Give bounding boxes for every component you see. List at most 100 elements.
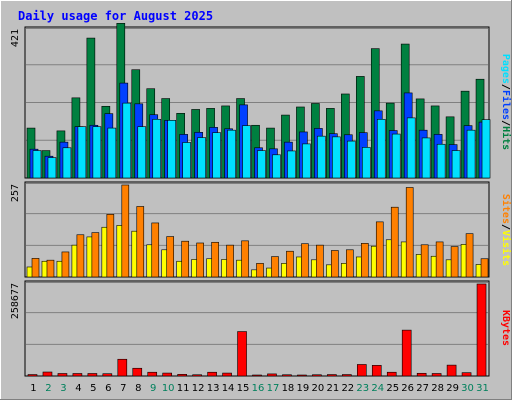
- bar-pages-day-31: [481, 119, 491, 179]
- bar-sites-day-1: [31, 258, 40, 278]
- bar-kbytes-day-2: [42, 371, 53, 377]
- hits-files-pages-panel: 421 Pages/Files/Hits: [10, 23, 512, 179]
- x-tick-label-day-7: 7: [120, 383, 126, 394]
- bar-kbytes-day-22: [342, 374, 352, 377]
- bar-sites-day-31: [480, 258, 489, 278]
- bar-kbytes-day-3: [57, 373, 68, 377]
- bar-sites-day-3: [61, 251, 70, 278]
- bar-kbytes-day-18: [282, 374, 292, 377]
- bar-sites-day-9: [151, 222, 160, 278]
- kbytes-plot-area: [24, 280, 490, 377]
- bar-kbytes-day-9: [147, 371, 158, 377]
- bar-sites-day-27: [420, 244, 429, 278]
- bar-sites-day-23: [360, 243, 369, 278]
- bar-kbytes-day-16: [252, 374, 262, 377]
- bar-pages-day-17: [272, 154, 281, 179]
- bar-kbytes-day-24: [371, 365, 382, 377]
- visits-sites-legend: Sites/Visits: [500, 194, 512, 266]
- bar-kbytes-day-21: [327, 374, 337, 377]
- kbytes-panel: 258677 KBytes: [10, 280, 511, 377]
- bar-pages-day-8: [137, 126, 147, 179]
- x-tick-label-day-17: 17: [267, 383, 280, 394]
- bar-kbytes-day-27: [416, 372, 427, 377]
- x-tick-label-day-14: 14: [222, 383, 235, 394]
- bar-sites-day-26: [405, 187, 414, 278]
- x-tick-label-day-26: 26: [401, 383, 414, 394]
- x-tick-label-day-5: 5: [90, 383, 96, 394]
- bar-sites-day-5: [91, 232, 100, 278]
- bar-pages-day-22: [347, 140, 356, 179]
- bar-kbytes-day-11: [177, 374, 187, 377]
- visits-sites-panel: 257 Sites/Visits: [10, 181, 512, 278]
- x-tick-label-day-15: 15: [237, 383, 250, 394]
- bar-pages-day-12: [197, 137, 206, 179]
- bar-pages-day-7: [122, 102, 132, 179]
- visits-sites-ymax-label: 257: [10, 184, 21, 202]
- bar-sites-day-19: [301, 243, 309, 278]
- x-tick-label-day-21: 21: [326, 383, 339, 394]
- bar-pages-day-25: [391, 133, 401, 179]
- x-tick-label-day-27: 27: [416, 383, 429, 394]
- bar-pages-day-10: [167, 120, 177, 179]
- bar-pages-day-11: [182, 142, 191, 179]
- bar-pages-day-16: [257, 150, 266, 179]
- bar-kbytes-day-23: [356, 364, 367, 377]
- bar-kbytes-day-4: [72, 373, 83, 377]
- x-tick-label-day-3: 3: [60, 383, 66, 394]
- bar-pages-day-27: [421, 137, 431, 179]
- x-tick-label-day-24: 24: [371, 383, 384, 394]
- bar-pages-day-13: [212, 132, 221, 179]
- bar-sites-day-29: [450, 246, 459, 278]
- bar-kbytes-day-15: [237, 331, 247, 377]
- bar-kbytes-day-8: [132, 367, 143, 377]
- hits-files-pages-ymax-label: 421: [10, 29, 21, 47]
- x-tick-label-day-23: 23: [356, 383, 369, 394]
- x-tick-label-day-2: 2: [45, 383, 51, 394]
- bar-sites-day-6: [106, 214, 115, 278]
- x-tick-label-day-19: 19: [297, 383, 310, 394]
- x-tick-label-day-31: 31: [476, 383, 489, 394]
- bar-pages-day-2: [47, 157, 57, 179]
- bar-sites-day-30: [465, 233, 474, 278]
- bar-sites-day-15: [241, 240, 249, 278]
- x-tick-label-day-12: 12: [192, 383, 205, 394]
- bar-pages-day-18: [287, 150, 296, 179]
- bar-sites-day-22: [346, 249, 354, 278]
- bar-sites-day-14: [226, 244, 234, 278]
- bar-sites-day-7: [121, 184, 130, 278]
- bar-sites-day-17: [271, 256, 279, 278]
- bar-sites-day-21: [331, 250, 339, 278]
- bar-sites-day-11: [181, 240, 189, 278]
- x-tick-label-day-4: 4: [75, 383, 81, 394]
- bar-kbytes-day-30: [461, 372, 472, 377]
- bar-kbytes-day-12: [192, 374, 202, 377]
- bar-kbytes-day-10: [162, 372, 173, 377]
- bar-pages-day-19: [302, 143, 311, 179]
- chart-title: Daily usage for August 2025: [18, 9, 213, 23]
- bar-pages-day-29: [451, 150, 461, 179]
- x-tick-label-day-9: 9: [150, 383, 156, 394]
- bar-pages-day-24: [376, 118, 386, 179]
- bar-sites-day-8: [136, 206, 145, 278]
- bar-sites-day-18: [286, 250, 294, 278]
- bar-kbytes-day-28: [431, 373, 442, 377]
- bar-kbytes-day-6: [102, 373, 113, 377]
- x-tick-label-day-29: 29: [446, 383, 459, 394]
- bar-sites-day-16: [256, 263, 264, 278]
- bar-pages-day-30: [466, 129, 476, 179]
- bar-pages-day-28: [436, 143, 446, 179]
- bar-sites-day-25: [390, 206, 399, 278]
- bar-kbytes-day-25: [386, 371, 397, 377]
- bar-pages-day-23: [361, 147, 371, 179]
- bar-pages-day-5: [92, 126, 102, 179]
- bar-kbytes-day-7: [117, 358, 128, 377]
- bar-pages-day-20: [317, 135, 326, 179]
- x-tick-label-day-16: 16: [252, 383, 265, 394]
- kbytes-legend: KBytes: [500, 310, 511, 346]
- bar-kbytes-day-1: [27, 374, 38, 377]
- bar-kbytes-day-14: [222, 372, 232, 377]
- bar-pages-day-6: [107, 127, 117, 179]
- bar-kbytes-day-5: [87, 373, 98, 377]
- hits-files-pages-legend: Pages/Files/Hits: [500, 54, 512, 150]
